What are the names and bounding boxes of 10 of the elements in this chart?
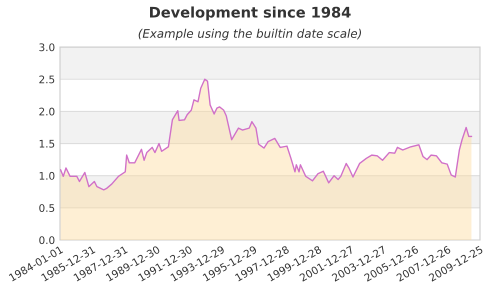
chart-title: Development since 1984 [150,6,351,21]
y-tick-label: 2.5 [39,75,54,84]
line-series [60,78,472,191]
y-tick-label: 0.0 [39,236,54,244]
chart-subtitle: (Example using the builtin date scale) [138,28,362,40]
y-tick-label: 2.0 [39,108,54,116]
y-tick-label: 0.5 [39,204,54,212]
y-tick-label: 1.0 [40,172,54,180]
y-tick-label: 1.5 [40,140,54,148]
y-tick-label: 3.0 [39,43,54,52]
